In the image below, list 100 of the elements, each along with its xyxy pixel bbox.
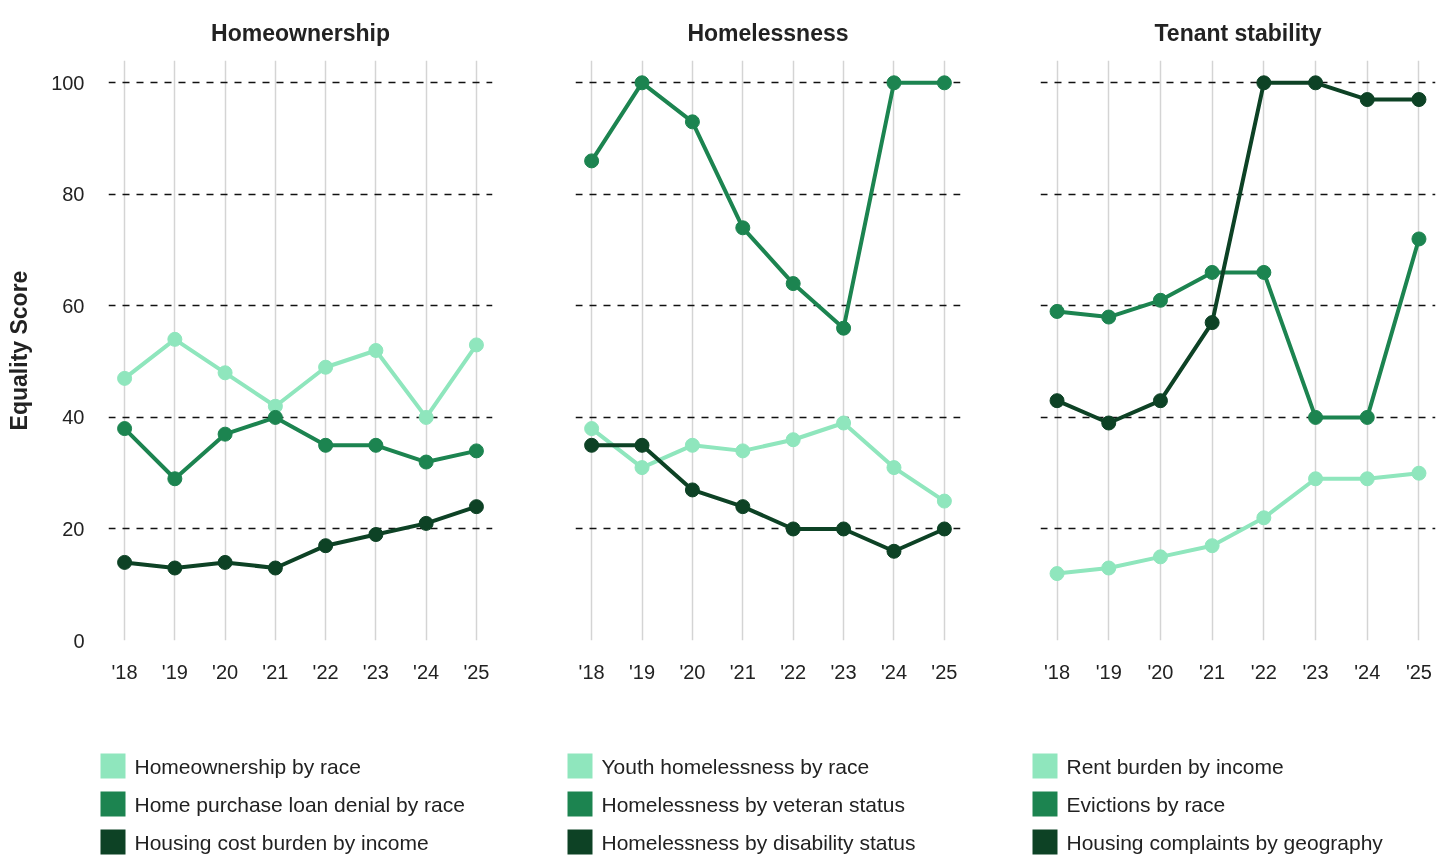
point bbox=[785, 432, 801, 448]
point bbox=[368, 437, 384, 453]
x-tick-label: '25 bbox=[463, 660, 490, 683]
point bbox=[886, 75, 902, 91]
point bbox=[684, 114, 700, 130]
point bbox=[584, 153, 600, 169]
point bbox=[167, 560, 183, 576]
point bbox=[368, 527, 384, 543]
point bbox=[1152, 549, 1168, 565]
point bbox=[936, 493, 952, 509]
chart-title: Tenant stability bbox=[1154, 19, 1322, 46]
x-tick-label: '24 bbox=[413, 660, 440, 683]
y-tick-label: 40 bbox=[62, 406, 85, 429]
point bbox=[836, 415, 852, 431]
point bbox=[468, 337, 484, 353]
point bbox=[117, 421, 133, 437]
x-tick-label: '21 bbox=[729, 660, 756, 683]
point bbox=[1256, 264, 1272, 280]
point bbox=[117, 370, 133, 386]
x-tick-label: '19 bbox=[161, 660, 188, 683]
point bbox=[785, 276, 801, 292]
point bbox=[886, 460, 902, 476]
point bbox=[1152, 292, 1168, 308]
point bbox=[167, 471, 183, 487]
point bbox=[735, 220, 751, 236]
point bbox=[1101, 560, 1117, 576]
point bbox=[584, 421, 600, 437]
point bbox=[684, 437, 700, 453]
point bbox=[936, 521, 952, 537]
point bbox=[1411, 465, 1427, 481]
x-tick-label: '21 bbox=[1199, 660, 1226, 683]
point bbox=[1359, 92, 1375, 108]
point bbox=[267, 560, 283, 576]
point bbox=[1411, 231, 1427, 247]
x-tick-label: '24 bbox=[1354, 660, 1381, 683]
point bbox=[735, 443, 751, 459]
point bbox=[418, 515, 434, 531]
chart-title: Homeownership bbox=[211, 19, 390, 46]
x-tick-label: '18 bbox=[1044, 660, 1071, 683]
x-tick-label: '23 bbox=[830, 660, 857, 683]
y-tick-label: 80 bbox=[62, 183, 85, 206]
point bbox=[936, 75, 952, 91]
x-tick-label: '25 bbox=[1405, 660, 1432, 683]
point bbox=[735, 499, 751, 515]
legend-label: Homelessness by disability status bbox=[601, 830, 916, 854]
point bbox=[634, 460, 650, 476]
point bbox=[1359, 409, 1375, 425]
x-tick-label: '22 bbox=[780, 660, 807, 683]
x-tick-label: '20 bbox=[212, 660, 239, 683]
x-tick-label: '21 bbox=[262, 660, 289, 683]
point bbox=[167, 331, 183, 347]
legend-label: Housing complaints by geography bbox=[1066, 830, 1384, 854]
legend-label: Home purchase loan denial by race bbox=[134, 792, 465, 816]
point bbox=[1411, 92, 1427, 108]
point bbox=[468, 499, 484, 515]
y-tick-label: 20 bbox=[62, 517, 85, 540]
point bbox=[1049, 566, 1065, 582]
chart-title: Homelessness bbox=[687, 19, 849, 46]
legend-label: Housing cost burden by income bbox=[134, 830, 429, 854]
y-tick-label: 100 bbox=[51, 71, 85, 94]
point bbox=[418, 409, 434, 425]
point bbox=[468, 443, 484, 459]
point bbox=[1256, 75, 1272, 91]
x-tick-label: '20 bbox=[679, 660, 706, 683]
legend-label: Homelessness by veteran status bbox=[601, 792, 905, 816]
x-tick-label: '23 bbox=[1302, 660, 1329, 683]
point bbox=[117, 554, 133, 570]
point bbox=[418, 454, 434, 470]
x-tick-label: '18 bbox=[111, 660, 138, 683]
legend-label: Evictions by race bbox=[1066, 792, 1226, 816]
legend-label: Rent burden by income bbox=[1066, 754, 1284, 778]
point bbox=[1359, 471, 1375, 487]
point bbox=[318, 538, 334, 554]
point bbox=[1308, 75, 1324, 91]
point bbox=[836, 521, 852, 537]
legend-label: Youth homelessness by race bbox=[601, 754, 870, 778]
point bbox=[318, 437, 334, 453]
x-tick-label: '18 bbox=[578, 660, 605, 683]
point bbox=[634, 437, 650, 453]
point bbox=[634, 75, 650, 91]
x-tick-label: '19 bbox=[1095, 660, 1122, 683]
point bbox=[318, 359, 334, 375]
x-tick-label: '22 bbox=[1250, 660, 1277, 683]
x-tick-label: '25 bbox=[931, 660, 958, 683]
point bbox=[1204, 264, 1220, 280]
point bbox=[1204, 538, 1220, 554]
x-tick-label: '24 bbox=[880, 660, 908, 683]
y-axis-title: Equality Score bbox=[6, 270, 33, 431]
x-tick-label: '22 bbox=[312, 660, 339, 683]
point bbox=[584, 437, 600, 453]
point bbox=[1101, 309, 1117, 325]
point bbox=[368, 343, 384, 358]
y-tick-label: 60 bbox=[62, 294, 85, 317]
point bbox=[267, 409, 283, 425]
point bbox=[1308, 409, 1324, 425]
point bbox=[1049, 303, 1065, 319]
point bbox=[217, 365, 233, 381]
point bbox=[217, 426, 233, 442]
point bbox=[1308, 471, 1324, 487]
point bbox=[1049, 393, 1065, 409]
